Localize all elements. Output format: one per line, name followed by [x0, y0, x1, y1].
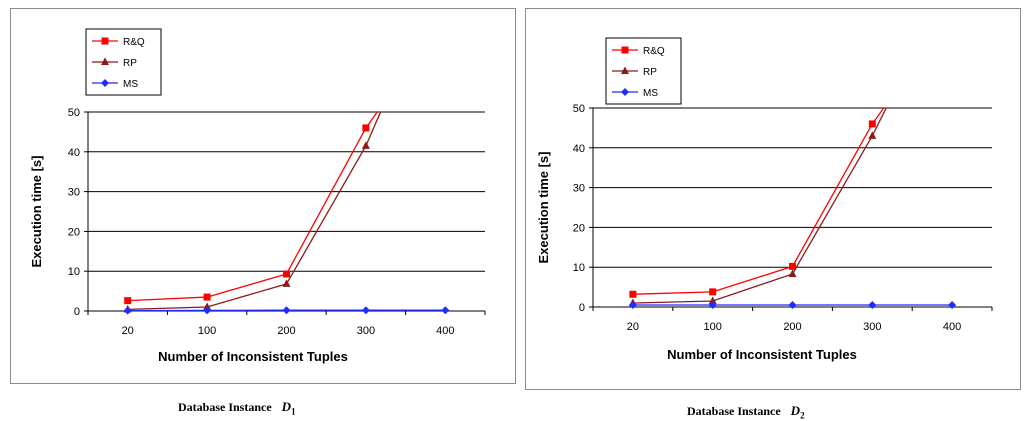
- data-point-marker: [948, 301, 956, 309]
- y-tick-label: 50: [68, 107, 80, 119]
- y-tick-label: 10: [573, 262, 585, 274]
- data-point-marker: [441, 306, 449, 314]
- data-point-marker: [362, 306, 370, 314]
- series-line: [128, 100, 386, 309]
- y-tick-label: 40: [68, 147, 80, 159]
- y-tick-label: 0: [579, 302, 585, 314]
- x-tick-label: 200: [783, 321, 801, 333]
- y-tick-label: 30: [573, 183, 585, 195]
- caption-subscript: 1: [291, 407, 296, 417]
- x-tick-label: 100: [198, 325, 216, 337]
- x-tick-label: 20: [122, 325, 134, 337]
- gridlines: [593, 108, 992, 267]
- legend-label: MS: [643, 88, 658, 99]
- data-point-marker: [283, 306, 291, 314]
- x-tick-label: 400: [943, 321, 961, 333]
- data-point-marker: [789, 269, 797, 277]
- x-tick-label: 20: [627, 321, 639, 333]
- legend: R&Q RP MS: [606, 38, 681, 104]
- data-point-marker: [124, 307, 132, 315]
- y-tick-label: 0: [74, 306, 80, 318]
- series-rp: [124, 100, 386, 312]
- legend-marker: [102, 38, 109, 45]
- caption-text: Database Instance: [178, 400, 272, 414]
- chart-panel-d2: 0 10 20 30 40 50 20 100 200 300 400 Number of Incon…: [525, 8, 1021, 390]
- chart-caption-d1: Database Instance D1: [178, 399, 296, 417]
- legend-label: R&Q: [643, 46, 665, 57]
- legend-label: RP: [643, 67, 657, 78]
- data-point-marker: [204, 294, 211, 301]
- legend-label: RP: [123, 58, 137, 69]
- data-point-marker: [124, 297, 131, 304]
- gridlines: [88, 112, 485, 271]
- x-axis-title: Number of Inconsistent Tuples: [667, 347, 857, 362]
- data-point-marker: [283, 270, 290, 277]
- data-point-marker: [789, 301, 797, 309]
- series-rp: [629, 96, 892, 306]
- data-point-marker: [283, 279, 291, 287]
- x-tick-label: 100: [704, 321, 722, 333]
- y-tick-label: 20: [573, 222, 585, 234]
- y-tick-label: 20: [68, 226, 80, 238]
- data-point-marker: [362, 141, 370, 149]
- legend-label: MS: [123, 79, 138, 90]
- legend-label: R&Q: [123, 37, 145, 48]
- series-line: [633, 96, 892, 303]
- y-axis-title: Execution time [s]: [536, 152, 551, 264]
- caption-symbol: D1: [282, 399, 296, 414]
- legend: R&Q RP MS: [86, 29, 161, 95]
- x-tick-label: 400: [436, 325, 454, 337]
- execution-time-chart-d1: 0 10 20 30 40 50 20 100 200 300 400 Number of Incon…: [11, 9, 517, 385]
- data-point-marker: [362, 124, 369, 131]
- y-axis-title: Execution time [s]: [29, 156, 44, 268]
- legend-marker: [622, 47, 629, 54]
- x-tick-label: 200: [277, 325, 295, 337]
- chart-panel-d1: 0 10 20 30 40 50 20 100 200 300 400 Number of Incon…: [10, 8, 516, 384]
- data-point-marker: [869, 120, 876, 127]
- y-tick-label: 50: [573, 103, 585, 115]
- execution-time-chart-d2: 0 10 20 30 40 50 20 100 200 300 400 Number of Incon…: [526, 9, 1022, 391]
- series-line: [128, 100, 386, 301]
- data-point-marker: [868, 131, 876, 139]
- series-r-q: [124, 100, 386, 304]
- data-point-marker: [709, 288, 716, 295]
- y-tick-label: 40: [573, 143, 585, 155]
- x-axis-title: Number of Inconsistent Tuples: [158, 349, 348, 364]
- y-tick-label: 10: [68, 266, 80, 278]
- data-point-marker: [629, 301, 637, 309]
- x-tick-label: 300: [357, 325, 375, 337]
- data-point-marker: [629, 291, 636, 298]
- series-line: [633, 96, 892, 294]
- data-point-marker: [868, 301, 876, 309]
- y-tick-label: 30: [68, 187, 80, 199]
- x-tick-label: 300: [863, 321, 881, 333]
